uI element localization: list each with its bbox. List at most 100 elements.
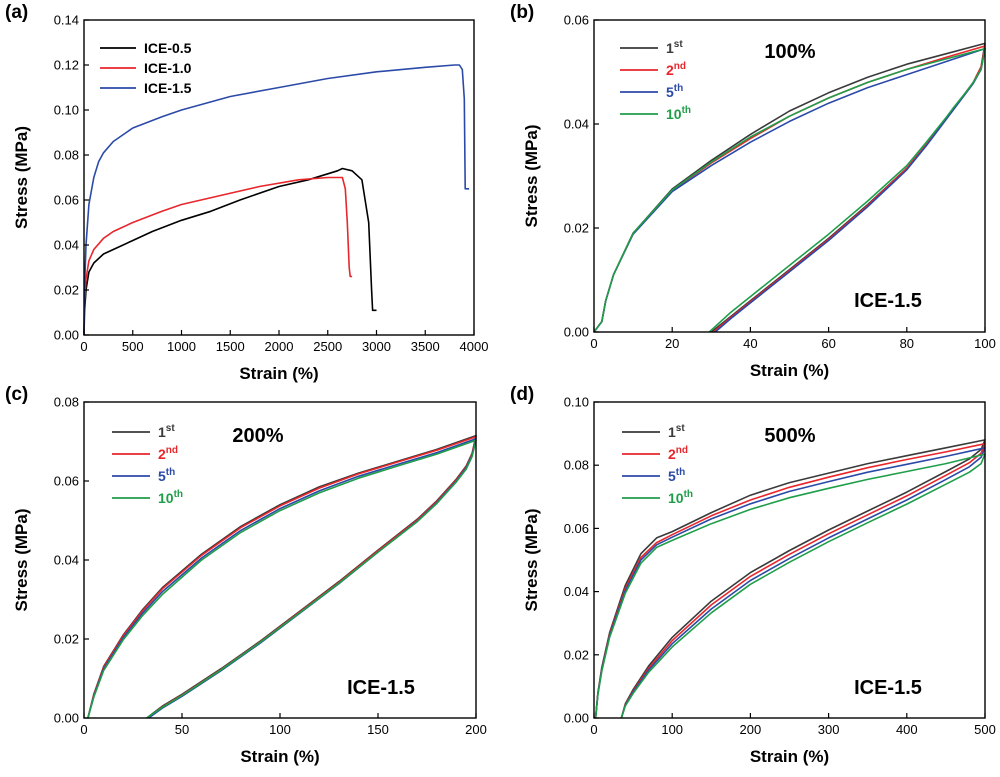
series-line-ICE-1.0: [83, 176, 353, 336]
x-axis-label: Strain (%): [240, 747, 319, 766]
legend: ICE-0.5 ICE-1.0 ICE-1.5: [100, 40, 192, 96]
x-tick-label: 0: [80, 722, 87, 737]
y-tick-label: 0.00: [564, 325, 589, 340]
panel-label: (d): [510, 384, 534, 405]
chart-panel-2: (b) 0 20 40 60 80 100 0.00 0.02 0.04 0.06 Strain (%…: [510, 2, 996, 380]
x-tick-label: 2500: [313, 339, 342, 354]
x-tick-label: 4000: [460, 339, 489, 354]
panel-label: (b): [510, 2, 534, 23]
series-line-ICE-0.5: [83, 167, 377, 336]
legend-entry: 5th: [668, 467, 685, 484]
legend-entry: 1st: [666, 39, 683, 56]
y-tick-label: 0.02: [54, 283, 79, 298]
y-tick-label: 0.14: [54, 13, 79, 28]
x-tick-label: 100: [269, 722, 291, 737]
legend-entry: 1st: [158, 423, 175, 440]
legend-entry: 10th: [666, 105, 691, 122]
y-tick-label: 0.08: [564, 458, 589, 473]
x-tick-label: 50: [175, 722, 189, 737]
legend: 1st 2nd 5th 10th: [620, 39, 691, 122]
chart-panel-4: (d) 0 100 200 300 400 500 0.00 0.02 0.04 0.06 0.08 0…: [510, 384, 996, 766]
y-tick-label: 0.06: [564, 521, 589, 536]
legend-entry: ICE-0.5: [144, 40, 192, 56]
chart-panel-3: (c) 0 50 100 150 200 0.00 0.02 0.04 0.06 0.08 Strai…: [5, 384, 487, 766]
series-line-ICE-1.5: [83, 64, 470, 336]
y-tick-label: 0.04: [54, 553, 79, 568]
panel-label: (a): [5, 2, 28, 23]
y-tick-label: 0.06: [54, 474, 79, 489]
series-line-10th: [593, 47, 986, 333]
y-tick-label: 0.00: [54, 328, 79, 343]
x-axis-label: Strain (%): [239, 364, 318, 383]
legend-entry: 2nd: [158, 445, 178, 462]
legend-entry: 10th: [668, 489, 693, 506]
series-line-1st: [593, 42, 986, 333]
legend-entry: 5th: [666, 83, 683, 100]
legend: 1st 2nd 5th 10th: [622, 423, 693, 506]
x-axis-label: Strain (%): [750, 747, 829, 766]
chart-panel-1: (a) 0 500 1000 1500 2000 2500 3000 3500 4000 0.00 0…: [5, 2, 488, 383]
y-axis-label: Stress (MPa): [522, 125, 541, 228]
plot-frame: [83, 401, 477, 719]
series-line-1st: [87, 434, 477, 719]
x-tick-label: 0: [590, 722, 597, 737]
y-axis-label: Stress (MPa): [12, 509, 31, 612]
series-line-1st: [594, 439, 986, 719]
x-tick-label: 300: [818, 722, 840, 737]
x-tick-label: 200: [465, 722, 487, 737]
x-tick-label: 60: [821, 336, 835, 351]
condition-annotation: 500%: [764, 425, 815, 447]
series-line-5th: [594, 447, 986, 719]
y-tick-label: 0.04: [54, 238, 79, 253]
y-tick-label: 0.04: [564, 117, 589, 132]
plot-frame: [593, 19, 986, 333]
x-tick-label: 200: [740, 722, 762, 737]
x-tick-label: 1000: [167, 339, 196, 354]
legend-entry: 10th: [158, 489, 183, 506]
series-line-10th: [87, 439, 477, 719]
series-line-5th: [87, 437, 477, 719]
legend-entry: ICE-1.0: [144, 60, 192, 76]
y-tick-label: 0.02: [564, 647, 589, 662]
x-tick-label: 500: [974, 722, 996, 737]
plot-frame: [83, 19, 475, 336]
x-tick-label: 3000: [362, 339, 391, 354]
x-tick-label: 40: [743, 336, 757, 351]
x-tick-label: 100: [661, 722, 683, 737]
x-tick-label: 2000: [265, 339, 294, 354]
legend-entry: 2nd: [668, 445, 688, 462]
condition-annotation: 100%: [764, 41, 815, 63]
condition-annotation: 200%: [232, 425, 283, 447]
x-tick-label: 0: [590, 336, 597, 351]
x-tick-label: 150: [367, 722, 389, 737]
series-line-2nd: [594, 442, 986, 719]
y-tick-label: 0.02: [54, 632, 79, 647]
x-tick-label: 80: [900, 336, 914, 351]
plot-frame: [593, 401, 986, 719]
sample-annotation: ICE-1.5: [347, 677, 415, 699]
panel-label: (c): [5, 384, 28, 405]
y-tick-label: 0.08: [54, 148, 79, 163]
x-tick-label: 500: [122, 339, 144, 354]
legend-entry: ICE-1.5: [144, 80, 192, 96]
x-axis-label: Strain (%): [750, 361, 829, 380]
y-tick-label: 0.12: [54, 58, 79, 73]
y-axis-label: Stress (MPa): [12, 126, 31, 229]
y-tick-label: 0.10: [54, 103, 79, 118]
y-tick-label: 0.06: [54, 193, 79, 208]
y-tick-label: 0.04: [564, 584, 589, 599]
series-line-10th: [594, 453, 986, 719]
legend: 1st 2nd 5th 10th: [112, 423, 183, 506]
y-axis-label: Stress (MPa): [522, 509, 541, 612]
y-tick-label: 0.06: [564, 13, 589, 28]
y-tick-label: 0.02: [564, 221, 589, 236]
sample-annotation: ICE-1.5: [854, 290, 922, 312]
series-line-2nd: [593, 45, 986, 333]
y-tick-label: 0.10: [564, 395, 589, 410]
legend-entry: 2nd: [666, 61, 686, 78]
x-tick-label: 1500: [216, 339, 245, 354]
sample-annotation: ICE-1.5: [854, 677, 922, 699]
x-tick-label: 400: [896, 722, 918, 737]
x-tick-label: 0: [80, 339, 87, 354]
